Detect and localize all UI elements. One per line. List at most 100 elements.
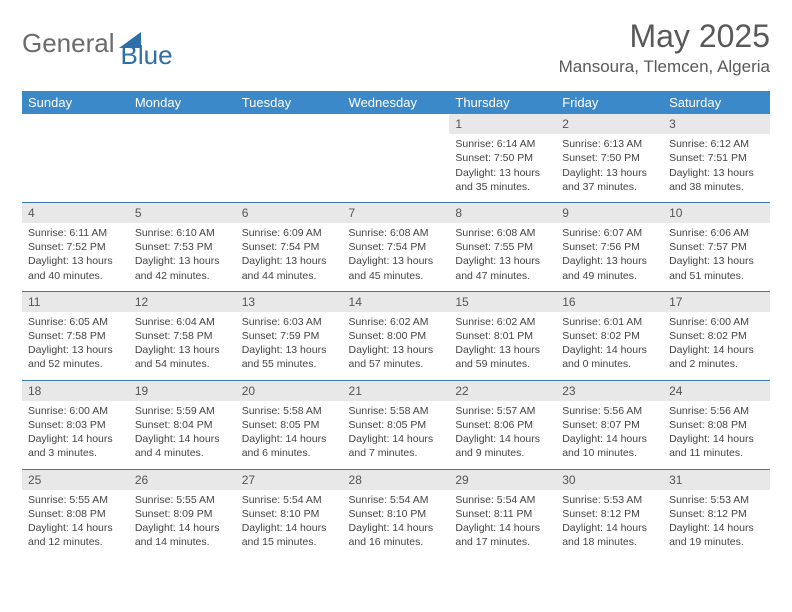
daylight-line: Daylight: 14 hours and 16 minutes. xyxy=(349,521,444,549)
day-details: Sunrise: 6:13 AMSunset: 7:50 PMDaylight:… xyxy=(556,134,663,202)
daylight-line: Daylight: 13 hours and 49 minutes. xyxy=(562,254,657,282)
day-number: 2 xyxy=(556,114,663,134)
sunrise-line: Sunrise: 6:14 AM xyxy=(455,137,550,151)
sunrise-line: Sunrise: 6:08 AM xyxy=(455,226,550,240)
day-details: Sunrise: 5:57 AMSunset: 8:06 PMDaylight:… xyxy=(449,401,556,469)
header: General Blue May 2025 Mansoura, Tlemcen,… xyxy=(22,18,770,77)
daylight-line: Daylight: 13 hours and 38 minutes. xyxy=(669,166,764,194)
weekday-header: Friday xyxy=(556,91,663,114)
sunrise-line: Sunrise: 6:00 AM xyxy=(28,404,123,418)
calendar-cell: 21Sunrise: 5:58 AMSunset: 8:05 PMDayligh… xyxy=(343,380,450,469)
day-details: Sunrise: 6:08 AMSunset: 7:54 PMDaylight:… xyxy=(343,223,450,291)
day-details: Sunrise: 6:00 AMSunset: 8:02 PMDaylight:… xyxy=(663,312,770,380)
day-details: Sunrise: 6:02 AMSunset: 8:00 PMDaylight:… xyxy=(343,312,450,380)
sunrise-line: Sunrise: 6:06 AM xyxy=(669,226,764,240)
sunset-line: Sunset: 8:08 PM xyxy=(28,507,123,521)
daylight-line: Daylight: 13 hours and 35 minutes. xyxy=(455,166,550,194)
day-number: 7 xyxy=(343,203,450,223)
sunset-line: Sunset: 8:09 PM xyxy=(135,507,230,521)
daylight-line: Daylight: 14 hours and 7 minutes. xyxy=(349,432,444,460)
day-details: Sunrise: 5:54 AMSunset: 8:11 PMDaylight:… xyxy=(449,490,556,558)
daylight-line: Daylight: 13 hours and 45 minutes. xyxy=(349,254,444,282)
sunrise-line: Sunrise: 6:11 AM xyxy=(28,226,123,240)
day-details: Sunrise: 5:53 AMSunset: 8:12 PMDaylight:… xyxy=(663,490,770,558)
calendar-body: 00001Sunrise: 6:14 AMSunset: 7:50 PMDayl… xyxy=(22,114,770,557)
logo-text-blue: Blue xyxy=(121,40,173,71)
calendar-cell: 16Sunrise: 6:01 AMSunset: 8:02 PMDayligh… xyxy=(556,291,663,380)
daylight-line: Daylight: 13 hours and 37 minutes. xyxy=(562,166,657,194)
day-number: 25 xyxy=(22,470,129,490)
sunrise-line: Sunrise: 6:13 AM xyxy=(562,137,657,151)
calendar-cell: 9Sunrise: 6:07 AMSunset: 7:56 PMDaylight… xyxy=(556,202,663,291)
daylight-line: Daylight: 14 hours and 18 minutes. xyxy=(562,521,657,549)
calendar-cell: 4Sunrise: 6:11 AMSunset: 7:52 PMDaylight… xyxy=(22,202,129,291)
day-number: 5 xyxy=(129,203,236,223)
calendar-cell: 7Sunrise: 6:08 AMSunset: 7:54 PMDaylight… xyxy=(343,202,450,291)
daylight-line: Daylight: 14 hours and 3 minutes. xyxy=(28,432,123,460)
day-number: 4 xyxy=(22,203,129,223)
sunset-line: Sunset: 7:51 PM xyxy=(669,151,764,165)
day-details: Sunrise: 6:07 AMSunset: 7:56 PMDaylight:… xyxy=(556,223,663,291)
calendar-cell: 0 xyxy=(22,114,129,202)
day-number: 19 xyxy=(129,381,236,401)
day-details: Sunrise: 6:05 AMSunset: 7:58 PMDaylight:… xyxy=(22,312,129,380)
sunset-line: Sunset: 7:58 PM xyxy=(135,329,230,343)
sunset-line: Sunset: 7:52 PM xyxy=(28,240,123,254)
day-number: 17 xyxy=(663,292,770,312)
day-details: Sunrise: 5:56 AMSunset: 8:08 PMDaylight:… xyxy=(663,401,770,469)
sunset-line: Sunset: 8:00 PM xyxy=(349,329,444,343)
day-number: 14 xyxy=(343,292,450,312)
sunrise-line: Sunrise: 6:05 AM xyxy=(28,315,123,329)
day-number: 23 xyxy=(556,381,663,401)
day-number: 3 xyxy=(663,114,770,134)
sunset-line: Sunset: 8:10 PM xyxy=(349,507,444,521)
day-details xyxy=(22,134,129,198)
sunset-line: Sunset: 8:05 PM xyxy=(349,418,444,432)
sunset-line: Sunset: 8:12 PM xyxy=(562,507,657,521)
sunrise-line: Sunrise: 5:53 AM xyxy=(562,493,657,507)
day-number: 22 xyxy=(449,381,556,401)
sunrise-line: Sunrise: 6:10 AM xyxy=(135,226,230,240)
day-details: Sunrise: 6:00 AMSunset: 8:03 PMDaylight:… xyxy=(22,401,129,469)
calendar-cell: 29Sunrise: 5:54 AMSunset: 8:11 PMDayligh… xyxy=(449,469,556,557)
daylight-line: Daylight: 14 hours and 0 minutes. xyxy=(562,343,657,371)
day-details: Sunrise: 5:59 AMSunset: 8:04 PMDaylight:… xyxy=(129,401,236,469)
sunset-line: Sunset: 7:50 PM xyxy=(455,151,550,165)
calendar-cell: 20Sunrise: 5:58 AMSunset: 8:05 PMDayligh… xyxy=(236,380,343,469)
sunrise-line: Sunrise: 5:56 AM xyxy=(669,404,764,418)
sunset-line: Sunset: 8:12 PM xyxy=(669,507,764,521)
day-number: 12 xyxy=(129,292,236,312)
sunrise-line: Sunrise: 5:54 AM xyxy=(455,493,550,507)
day-number: 16 xyxy=(556,292,663,312)
calendar-cell: 15Sunrise: 6:02 AMSunset: 8:01 PMDayligh… xyxy=(449,291,556,380)
day-number: 29 xyxy=(449,470,556,490)
sunset-line: Sunset: 8:05 PM xyxy=(242,418,337,432)
calendar-cell: 0 xyxy=(236,114,343,202)
day-number: 9 xyxy=(556,203,663,223)
weekday-header: Monday xyxy=(129,91,236,114)
calendar-cell: 25Sunrise: 5:55 AMSunset: 8:08 PMDayligh… xyxy=(22,469,129,557)
sunrise-line: Sunrise: 6:02 AM xyxy=(349,315,444,329)
day-details: Sunrise: 5:53 AMSunset: 8:12 PMDaylight:… xyxy=(556,490,663,558)
calendar-header-row: SundayMondayTuesdayWednesdayThursdayFrid… xyxy=(22,91,770,114)
sunrise-line: Sunrise: 6:09 AM xyxy=(242,226,337,240)
sunset-line: Sunset: 8:06 PM xyxy=(455,418,550,432)
sunset-line: Sunset: 7:53 PM xyxy=(135,240,230,254)
calendar-cell: 24Sunrise: 5:56 AMSunset: 8:08 PMDayligh… xyxy=(663,380,770,469)
daylight-line: Daylight: 13 hours and 57 minutes. xyxy=(349,343,444,371)
weekday-header: Thursday xyxy=(449,91,556,114)
calendar-cell: 18Sunrise: 6:00 AMSunset: 8:03 PMDayligh… xyxy=(22,380,129,469)
calendar-cell: 27Sunrise: 5:54 AMSunset: 8:10 PMDayligh… xyxy=(236,469,343,557)
daylight-line: Daylight: 14 hours and 9 minutes. xyxy=(455,432,550,460)
day-details: Sunrise: 5:58 AMSunset: 8:05 PMDaylight:… xyxy=(343,401,450,469)
daylight-line: Daylight: 14 hours and 15 minutes. xyxy=(242,521,337,549)
day-number: 21 xyxy=(343,381,450,401)
sunrise-line: Sunrise: 6:12 AM xyxy=(669,137,764,151)
day-details: Sunrise: 6:03 AMSunset: 7:59 PMDaylight:… xyxy=(236,312,343,380)
sunrise-line: Sunrise: 6:01 AM xyxy=(562,315,657,329)
sunset-line: Sunset: 7:54 PM xyxy=(349,240,444,254)
day-details: Sunrise: 6:02 AMSunset: 8:01 PMDaylight:… xyxy=(449,312,556,380)
day-details: Sunrise: 6:06 AMSunset: 7:57 PMDaylight:… xyxy=(663,223,770,291)
day-number: 8 xyxy=(449,203,556,223)
sunset-line: Sunset: 8:10 PM xyxy=(242,507,337,521)
